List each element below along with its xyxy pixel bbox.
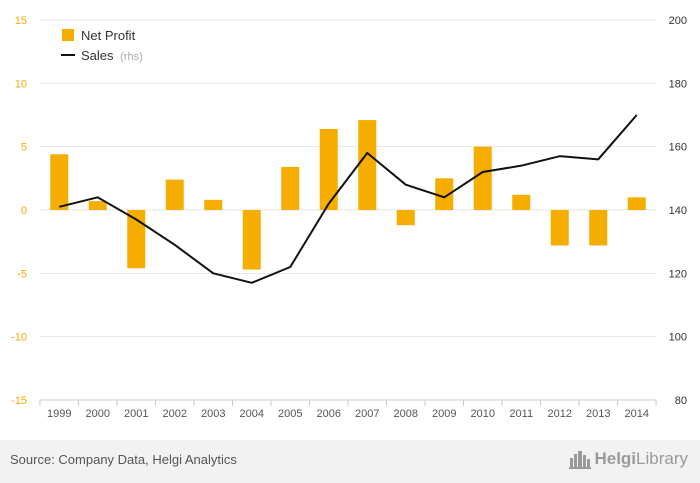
legend: Net Profit Sales (rhs) bbox=[61, 28, 143, 63]
x-axis: 1999 2000 2001 2002 2003 2004 2005 2006 2007 2008… bbox=[39, 399, 657, 420]
chart: -15 -10 -5 0 5 10 15 80 100 120 140 160 180 200 1999… bbox=[11, 15, 687, 420]
legend-label-sales-unit: (rhs) bbox=[120, 51, 143, 63]
y-right-tick-label: 140 bbox=[669, 205, 687, 217]
bar-net-profit-2009 bbox=[435, 178, 454, 210]
x-tick-label: 2001 bbox=[124, 408, 148, 420]
x-tick-label: 2007 bbox=[355, 408, 379, 420]
y-right-tick-label: 200 bbox=[669, 15, 687, 27]
x-tick-label: 2010 bbox=[471, 408, 495, 420]
legend-swatch-net-profit bbox=[62, 29, 74, 41]
bar-net-profit-2006 bbox=[319, 128, 338, 210]
legend-label-net-profit: Net Profit bbox=[81, 28, 136, 43]
legend-label-sales-group: Sales (rhs) bbox=[81, 48, 143, 63]
sales-line-group bbox=[59, 114, 638, 284]
logo-text-helgi: Helgi bbox=[594, 449, 637, 468]
x-tick-label: 2000 bbox=[86, 408, 110, 420]
footer: Source: Company Data, Helgi Analytics He… bbox=[0, 440, 700, 483]
bar-net-profit-2012 bbox=[550, 210, 569, 246]
x-tick-label: 2002 bbox=[163, 408, 187, 420]
x-tick-label: 2014 bbox=[625, 408, 649, 420]
legend-label-sales: Sales bbox=[81, 48, 114, 63]
helgi-library-logo[interactable]: Helgi Library bbox=[569, 449, 688, 469]
city-skyline-icon bbox=[569, 451, 592, 469]
x-tick-label: 2005 bbox=[278, 408, 302, 420]
y-axis-right: 80 100 120 140 160 180 200 bbox=[669, 15, 687, 407]
x-tick-label: 2013 bbox=[586, 408, 610, 420]
source-note: Source: Company Data, Helgi Analytics bbox=[10, 452, 237, 467]
logo-text-library: Library bbox=[636, 449, 688, 468]
bar-net-profit-2000 bbox=[88, 201, 107, 210]
y-right-tick-label: 160 bbox=[669, 142, 687, 154]
bar-net-profit-2005 bbox=[281, 166, 300, 210]
x-tick-label: 2009 bbox=[432, 408, 456, 420]
y-right-tick-label: 180 bbox=[669, 78, 687, 90]
y-left-tick-label: -5 bbox=[17, 268, 27, 280]
y-right-tick-label: 100 bbox=[669, 332, 687, 344]
x-tick-label: 2008 bbox=[394, 408, 418, 420]
bar-net-profit-2013 bbox=[589, 210, 608, 246]
x-tick-label: 1999 bbox=[47, 408, 71, 420]
bar-net-profit-1999 bbox=[50, 154, 69, 210]
bar-net-profit-2001 bbox=[127, 210, 146, 269]
y-left-tick-label: 5 bbox=[21, 142, 27, 154]
y-left-tick-label: 15 bbox=[15, 15, 27, 27]
bars bbox=[50, 120, 646, 270]
x-tick-label: 2011 bbox=[509, 408, 533, 420]
bar-net-profit-2014 bbox=[627, 197, 646, 210]
y-left-tick-label: 10 bbox=[15, 78, 27, 90]
y-left-tick-label: 0 bbox=[21, 205, 27, 217]
x-tick-label: 2012 bbox=[548, 408, 572, 420]
bar-net-profit-2004 bbox=[242, 210, 261, 270]
y-left-tick-label: -15 bbox=[11, 395, 27, 407]
y-left-tick-label: -10 bbox=[11, 332, 27, 344]
y-axis-left: -15 -10 -5 0 5 10 15 bbox=[11, 15, 27, 407]
x-tick-label: 2006 bbox=[317, 408, 341, 420]
x-tick-label: 2003 bbox=[201, 408, 225, 420]
bar-net-profit-2007 bbox=[358, 120, 377, 210]
y-right-tick-label: 120 bbox=[669, 268, 687, 280]
bar-net-profit-2011 bbox=[512, 194, 531, 210]
y-right-tick-label: 80 bbox=[675, 395, 687, 407]
bar-net-profit-2010 bbox=[473, 146, 492, 210]
bar-net-profit-2002 bbox=[165, 179, 184, 210]
bar-net-profit-2003 bbox=[204, 199, 223, 210]
sales-line bbox=[59, 114, 638, 284]
x-tick-label: 2004 bbox=[240, 408, 264, 420]
bar-net-profit-2008 bbox=[396, 210, 415, 226]
